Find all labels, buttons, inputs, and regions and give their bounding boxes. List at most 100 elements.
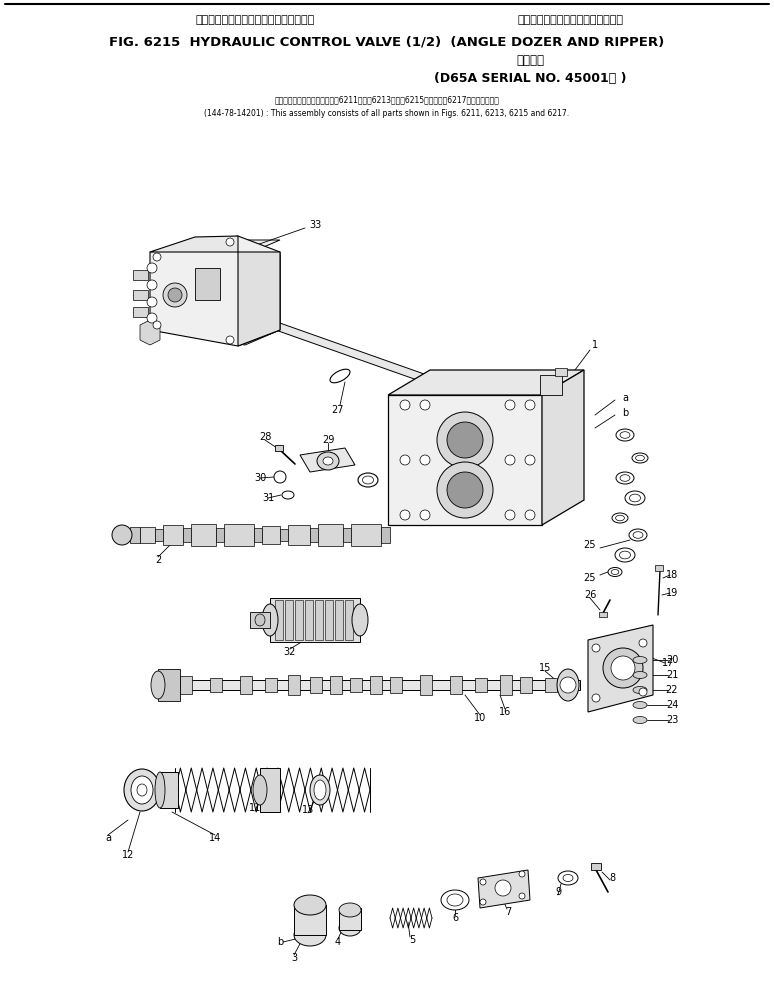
Bar: [216, 528, 224, 542]
Bar: [210, 678, 222, 692]
Text: 1: 1: [592, 340, 598, 350]
Text: 17: 17: [662, 658, 674, 668]
Ellipse shape: [339, 903, 361, 917]
Circle shape: [480, 899, 486, 905]
Bar: [295, 600, 303, 640]
Text: (D65A SERIAL NO. 45001－ ): (D65A SERIAL NO. 45001－ ): [433, 72, 626, 85]
Text: 22: 22: [666, 685, 678, 695]
Circle shape: [420, 510, 430, 520]
Circle shape: [147, 297, 157, 307]
Bar: [305, 600, 313, 640]
Text: 28: 28: [259, 432, 271, 442]
Ellipse shape: [262, 604, 278, 636]
Polygon shape: [588, 625, 653, 712]
Ellipse shape: [633, 671, 647, 678]
Ellipse shape: [339, 920, 361, 936]
Polygon shape: [130, 527, 140, 543]
Ellipse shape: [294, 924, 326, 946]
Text: 21: 21: [666, 670, 678, 680]
Ellipse shape: [557, 669, 579, 701]
Polygon shape: [388, 370, 584, 395]
Text: 33: 33: [309, 220, 321, 230]
Text: 31: 31: [262, 493, 274, 503]
Bar: [339, 908, 361, 930]
Bar: [555, 368, 567, 376]
Bar: [350, 678, 362, 692]
Ellipse shape: [330, 370, 350, 382]
Ellipse shape: [282, 491, 294, 499]
Circle shape: [400, 455, 410, 465]
Ellipse shape: [633, 702, 647, 709]
Polygon shape: [388, 395, 542, 525]
Ellipse shape: [620, 475, 630, 482]
Ellipse shape: [633, 532, 643, 539]
Circle shape: [603, 648, 643, 688]
Text: FIG. 6215  HYDRAULIC CONTROL VALVE (1/2)  (ANGLE DOZER AND RIPPER): FIG. 6215 HYDRAULIC CONTROL VALVE (1/2) …: [109, 35, 665, 48]
Polygon shape: [140, 320, 160, 345]
Text: 2: 2: [155, 555, 161, 565]
Ellipse shape: [612, 513, 628, 523]
Bar: [655, 565, 663, 571]
Bar: [288, 525, 310, 545]
Polygon shape: [300, 448, 355, 472]
Circle shape: [592, 694, 600, 702]
Bar: [155, 529, 163, 541]
Text: 32: 32: [284, 647, 296, 657]
Polygon shape: [155, 240, 280, 345]
Bar: [345, 600, 353, 640]
Text: このアセンブリの構成部品は第6211図、第6213図、第6215図および第6217図を含みます。: このアセンブリの構成部品は第6211図、第6213図、第6215図および第621…: [275, 95, 499, 104]
Circle shape: [226, 336, 234, 344]
Text: 8: 8: [609, 873, 615, 883]
Circle shape: [168, 288, 182, 302]
Ellipse shape: [608, 567, 622, 576]
Circle shape: [153, 253, 161, 261]
Ellipse shape: [317, 452, 339, 470]
Circle shape: [147, 263, 157, 273]
Circle shape: [153, 321, 161, 329]
Bar: [158, 669, 180, 701]
Ellipse shape: [358, 473, 378, 487]
Bar: [599, 612, 607, 617]
Text: 6: 6: [452, 913, 458, 923]
Text: アングル　ドーザ　および　リッパ: アングル ドーザ および リッパ: [517, 15, 623, 25]
Bar: [140, 527, 155, 543]
Text: 19: 19: [666, 588, 678, 598]
Ellipse shape: [611, 569, 619, 574]
Ellipse shape: [633, 686, 647, 693]
Text: 4: 4: [335, 937, 341, 947]
Polygon shape: [542, 370, 584, 525]
Circle shape: [505, 400, 515, 410]
Polygon shape: [264, 318, 481, 402]
Circle shape: [639, 688, 647, 696]
Ellipse shape: [615, 515, 625, 521]
Ellipse shape: [151, 671, 165, 699]
Bar: [280, 529, 288, 541]
Ellipse shape: [616, 472, 634, 484]
Bar: [330, 676, 342, 694]
Bar: [160, 772, 178, 808]
Circle shape: [525, 400, 535, 410]
Ellipse shape: [615, 548, 635, 562]
Circle shape: [592, 644, 600, 652]
Circle shape: [163, 283, 187, 307]
Circle shape: [505, 510, 515, 520]
Bar: [133, 270, 148, 280]
Ellipse shape: [632, 453, 648, 463]
Ellipse shape: [255, 614, 265, 626]
Text: b: b: [277, 937, 283, 947]
Bar: [310, 528, 318, 542]
Bar: [390, 677, 402, 693]
Ellipse shape: [616, 429, 634, 441]
Circle shape: [525, 455, 535, 465]
Bar: [310, 677, 322, 693]
Ellipse shape: [253, 775, 267, 805]
Polygon shape: [150, 236, 238, 252]
Text: b: b: [622, 408, 628, 418]
Bar: [250, 612, 270, 628]
Circle shape: [112, 525, 132, 545]
Bar: [288, 675, 300, 695]
Text: 10: 10: [474, 713, 486, 723]
Ellipse shape: [352, 604, 368, 636]
Text: 適用号機: 適用号機: [516, 53, 544, 67]
Circle shape: [639, 639, 647, 647]
